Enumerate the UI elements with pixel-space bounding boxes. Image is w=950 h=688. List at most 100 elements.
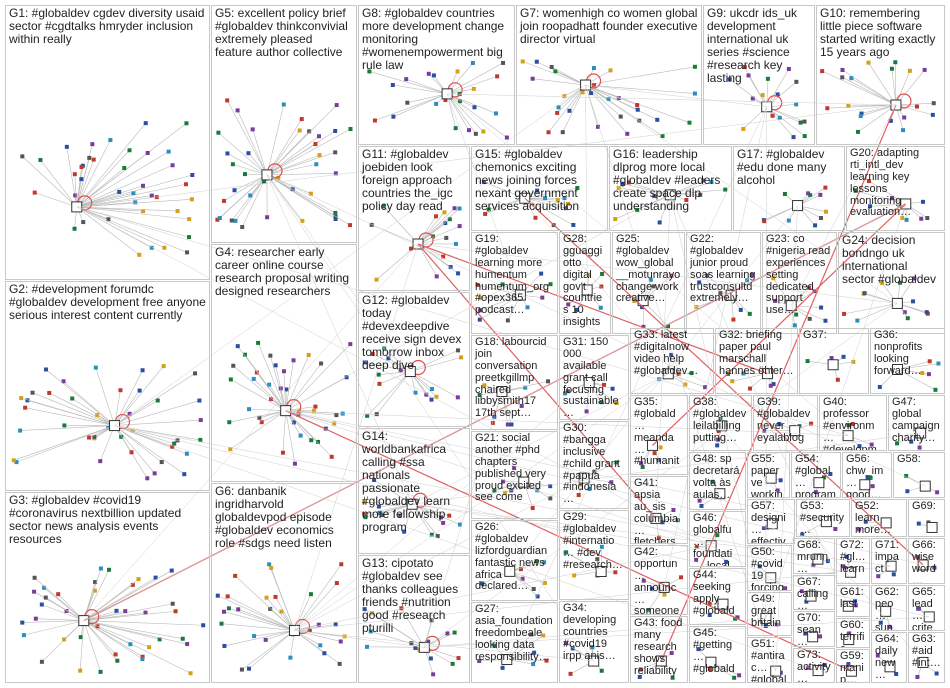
edge (76, 191, 120, 208)
node (107, 567, 112, 572)
cross-edge (765, 203, 906, 619)
node (564, 641, 569, 646)
node (822, 662, 827, 667)
edge (822, 70, 897, 106)
node (930, 112, 935, 117)
edge (79, 620, 85, 671)
group-label: G49: great britain… (751, 593, 781, 636)
node (609, 480, 614, 485)
node (318, 643, 323, 648)
edge (410, 357, 462, 372)
node (794, 312, 799, 317)
node (458, 522, 463, 527)
node (614, 460, 619, 465)
node (79, 165, 84, 170)
node (391, 114, 396, 119)
node (875, 653, 880, 658)
edge (254, 630, 295, 637)
cross-edge (114, 425, 819, 671)
node (90, 142, 95, 147)
node (548, 282, 553, 287)
group-label: G41: apsia au_sis columbia… fletchers… (634, 477, 679, 544)
node (800, 532, 805, 537)
node (530, 506, 535, 511)
node (313, 142, 318, 147)
node (500, 665, 505, 670)
node (534, 559, 539, 564)
edge (294, 594, 312, 631)
node (889, 196, 894, 201)
node (413, 390, 418, 395)
node (369, 222, 374, 227)
edge (238, 609, 295, 631)
node (543, 196, 548, 201)
node (424, 392, 429, 397)
node (137, 252, 142, 257)
group-label: G12: #globaldev today #devexdeepdive rec… (362, 293, 462, 372)
hub-node (880, 605, 892, 617)
node (867, 179, 872, 184)
node (777, 115, 782, 120)
group-panel: G41: apsia au_sis columbia… fletchers… (630, 476, 688, 544)
node (542, 560, 547, 565)
group-panel: G50: #covid19 forcing… (747, 545, 792, 591)
node (452, 206, 457, 211)
edge (897, 369, 936, 391)
node (600, 271, 605, 276)
hub-node (637, 295, 649, 307)
node (638, 667, 643, 672)
node (114, 608, 119, 613)
node (571, 222, 576, 227)
edge (266, 163, 317, 176)
node (495, 74, 500, 79)
node (247, 407, 252, 412)
node (912, 276, 917, 281)
node (172, 441, 177, 446)
group-label: G27: asia_foundation freedombeale lookin… (475, 603, 553, 663)
group-label: G16: leadership dlprog more local #globa… (613, 147, 721, 213)
group-panel: G26: #globaldev lizfordguardian fantasti… (471, 520, 558, 601)
edge (374, 93, 448, 121)
node (348, 126, 353, 131)
node (530, 76, 535, 81)
node (490, 420, 495, 425)
group-label: G63: #aid #int… (912, 633, 941, 669)
edge (410, 371, 458, 398)
node (791, 135, 796, 140)
node (431, 234, 436, 239)
node (684, 197, 689, 202)
cross-edge (266, 174, 413, 505)
node (675, 518, 680, 523)
node (21, 633, 26, 638)
edge (76, 174, 193, 208)
node (477, 295, 482, 300)
node (546, 379, 551, 384)
node (155, 398, 160, 403)
group-label: G61: last… (840, 586, 864, 617)
edge (618, 187, 671, 196)
group-panel: G53: #security… (796, 499, 850, 537)
group-label: G19: #globaldev learning more humentum h… (475, 233, 549, 317)
node (737, 673, 742, 678)
node (431, 672, 436, 677)
node (520, 576, 525, 581)
edge (622, 183, 671, 196)
node (765, 76, 770, 81)
group-label: G66: wise word… (912, 539, 936, 584)
node (123, 609, 128, 614)
edge (585, 84, 663, 137)
edge (410, 350, 459, 372)
node (591, 83, 596, 88)
cross-edge (285, 410, 924, 566)
node (33, 616, 38, 621)
node (525, 305, 530, 310)
node (529, 632, 534, 637)
node (715, 443, 720, 448)
node (161, 364, 166, 369)
edge (241, 630, 295, 670)
group-label: G70: sean… (797, 612, 821, 647)
node (81, 220, 86, 225)
edge (266, 174, 336, 214)
node (337, 661, 342, 666)
edge (76, 206, 188, 253)
